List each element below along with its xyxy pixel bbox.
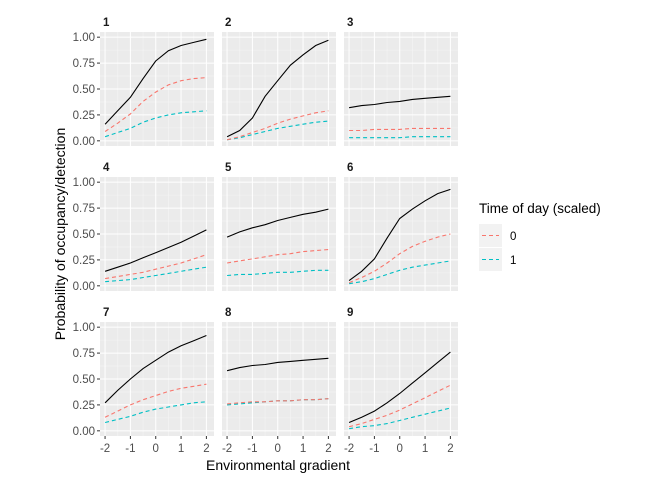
occupancy-line [104,38,207,125]
occupancy-line [349,95,451,109]
panel-label: 6 [347,162,353,174]
panels-layer: 1 2 3 4 5 6 7 8 9 [100,17,458,436]
occupancy-line [104,334,207,404]
legend-label: 0 [510,231,516,243]
panel-label: 3 [347,17,353,29]
x-tick-label: 1 [300,443,306,455]
y-tick-label: 0.50 [73,229,95,241]
detection-line-time-1 [349,136,451,139]
panel-3: 3 [344,17,458,146]
x-tick-label: 2 [203,443,209,455]
y-tick-label: 0.50 [73,84,95,96]
y-axis-title: Probability of occupancy/detection [52,128,68,340]
y-tick-label: 0.25 [73,255,95,267]
panel-5: 5 [222,162,336,291]
detection-line-time-0 [226,110,329,141]
panel-8: 8 [222,307,336,436]
detection-line-time-1 [349,407,451,430]
y-tick-label: 1.00 [73,177,95,189]
x-tick-label: -1 [125,443,135,455]
panel-label: 8 [225,307,232,319]
panel-label: 5 [225,162,232,174]
x-tick-label: 0 [275,443,281,455]
panel-2: 2 [222,17,336,146]
x-tick-label: 0 [397,443,403,455]
y-tick-label: 1.00 [73,322,95,334]
y-tick-label: 0.25 [73,400,95,412]
y-tick-label: 0.75 [73,58,95,70]
occupancy-line [226,39,329,138]
detection-line-time-1 [104,401,207,424]
panel-label: 4 [103,162,110,174]
x-tick-label: 1 [178,443,184,455]
y-tick-label: 1.00 [73,32,95,44]
x-tick-label: -2 [100,443,110,455]
panel-7: 7 [100,307,214,436]
detection-line-time-1 [349,260,451,285]
x-tick-label: -1 [369,443,379,455]
occupancy-line [348,188,451,282]
legend: Time of day (scaled) 0 1 [479,201,601,271]
detection-line-time-0 [348,384,451,428]
legend-label: 1 [510,255,516,267]
detection-line-time-0 [349,127,451,132]
y-tick-label: 0.75 [73,348,95,360]
legend-item-0: 0 [479,224,516,247]
detection-line-time-1 [227,269,329,277]
x-tick-label: 0 [153,443,159,455]
detection-line-time-0 [227,398,329,405]
detection-line-time-0 [105,254,207,280]
detection-line-time-1 [105,266,207,283]
y-tick-label: 0.25 [73,110,95,122]
panel-9: 9 [344,307,458,436]
occupancy-line [348,351,451,424]
panel-4: 4 [100,162,214,291]
panel-label: 9 [347,307,353,319]
panel-label: 1 [103,17,110,29]
legend-title: Time of day (scaled) [479,201,601,216]
detection-line-time-0 [227,248,329,264]
y-tick-label: 0.50 [73,374,95,386]
x-tick-label: 1 [422,443,428,455]
panel-6: 6 [344,162,458,291]
x-tick-label: -2 [344,443,354,455]
axes-layer: 0.00 0.25 0.50 0.75 1.00 0.00 0.25 0.50 0.75 1.00… [73,32,454,455]
x-tick-label: 2 [447,443,453,455]
occupancy-line [104,229,207,272]
y-tick-label: 0.00 [73,136,95,148]
detection-line-time-0 [104,77,207,132]
panel-label: 7 [103,307,109,319]
x-tick-label: -1 [247,443,257,455]
detection-line-time-1 [227,120,329,141]
detection-line-time-1 [104,110,207,138]
occupancy-line [226,208,329,238]
y-tick-label: 0.75 [73,203,95,215]
detection-line-time-0 [348,233,451,284]
panel-1: 1 [100,17,214,146]
occupancy-line [226,357,329,372]
y-tick-label: 0.00 [73,281,95,293]
x-tick-label: -2 [222,443,232,455]
panel-label: 2 [225,17,231,29]
x-tick-label: 2 [325,443,331,455]
legend-item-1: 1 [479,248,516,271]
x-axis-title: Environmental gradient [206,457,350,473]
y-tick-label: 0.00 [73,426,95,438]
